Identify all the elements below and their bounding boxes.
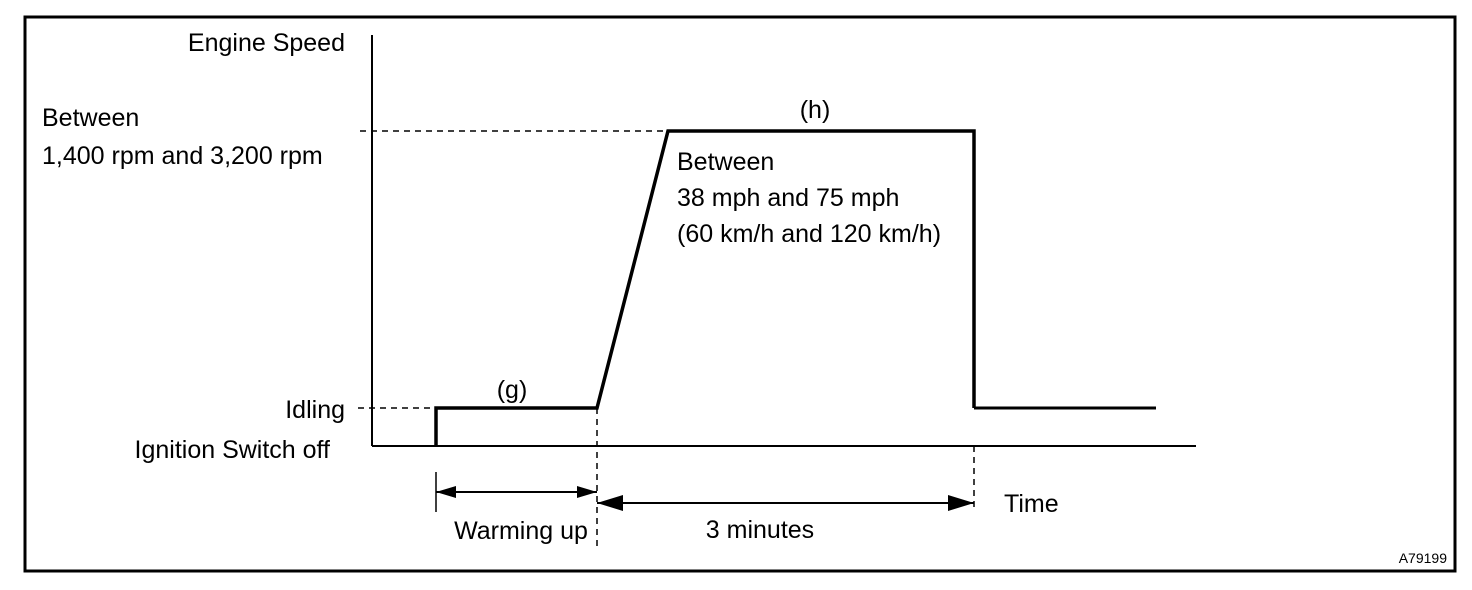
y-axis-label: Engine Speed	[188, 29, 345, 57]
vehicle-speed-label-line3: (60 km/h and 120 km/h)	[677, 220, 941, 248]
warming-up-label: Warming up	[454, 517, 588, 545]
x-axis-label: Time	[1004, 490, 1059, 518]
diagram-frame	[23, 15, 1457, 573]
step-g-label: (g)	[497, 376, 528, 404]
ignition-off-label: Ignition Switch off	[135, 436, 331, 464]
high-speed-label-line1: Between	[42, 104, 139, 132]
step-h-label: (h)	[800, 96, 831, 124]
engine-speed-profile	[434, 129, 976, 446]
idling-label: Idling	[285, 396, 345, 424]
high-speed-label-line2: 1,400 rpm and 3,200 rpm	[42, 142, 323, 170]
vehicle-speed-label-line1: Between	[677, 148, 774, 176]
vehicle-speed-label-line2: 38 mph and 75 mph	[677, 184, 899, 212]
figure-code: A79199	[1399, 550, 1447, 566]
duration-label: 3 minutes	[706, 516, 814, 544]
